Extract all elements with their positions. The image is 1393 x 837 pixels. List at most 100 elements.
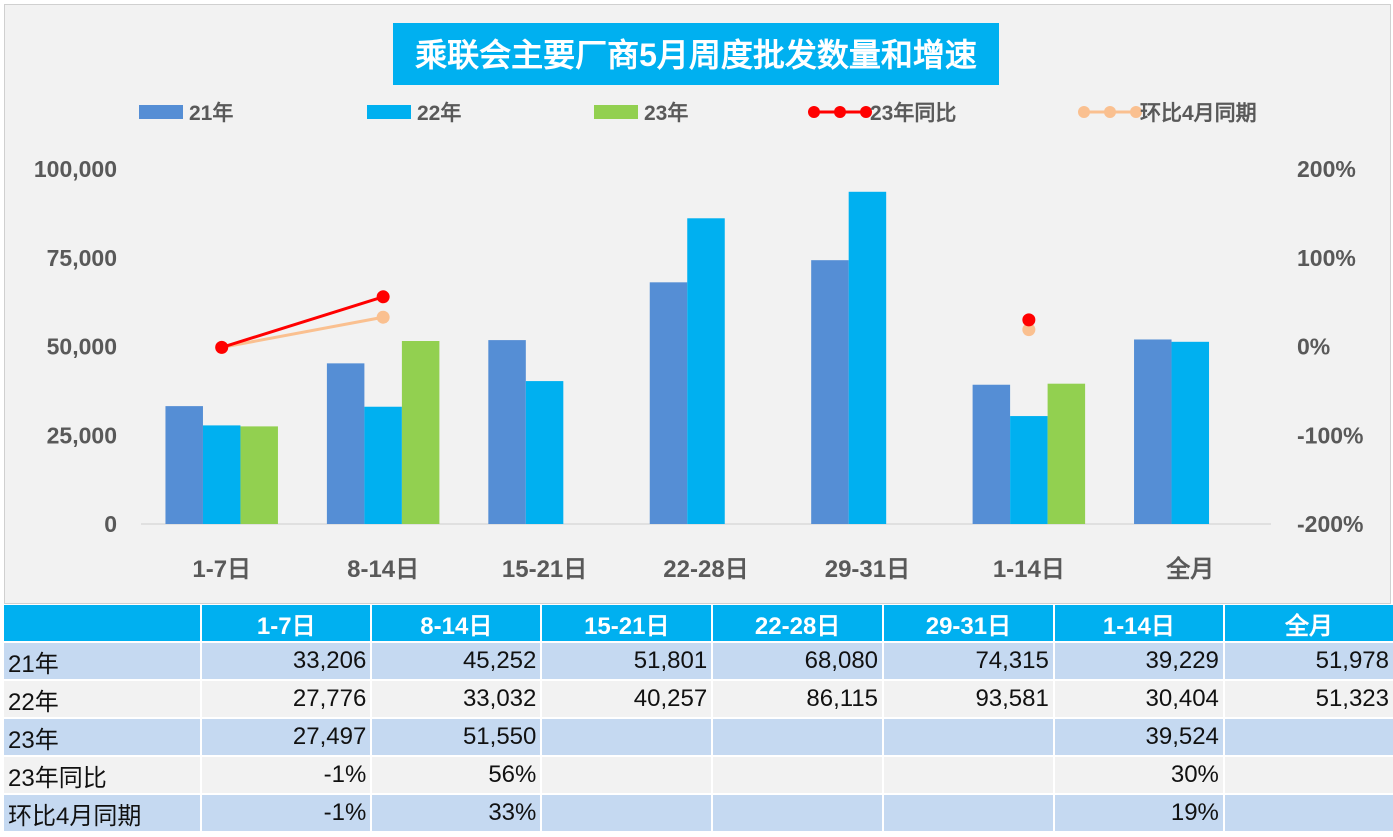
legend-label: 23年: [644, 101, 688, 125]
table-cell: 86,115: [713, 681, 883, 717]
table-cell: [884, 795, 1053, 831]
table-cell: 33,032: [372, 681, 541, 717]
table-cell: 51,978: [1224, 643, 1393, 679]
y-right-tick: -100%: [1297, 422, 1363, 448]
legend-marker: [1078, 106, 1090, 118]
bar-22年-全月: [1171, 341, 1210, 524]
bar-23年-1-14日: [1047, 383, 1086, 524]
table-cell: 40,257: [542, 681, 712, 717]
legend-label: 23年同比: [870, 101, 956, 125]
bar-21年-8-14日: [326, 363, 365, 524]
table-cell: 33,206: [202, 643, 371, 679]
y-left-tick: 100,000: [34, 156, 117, 182]
table-header-cell: 8-14日: [372, 605, 541, 641]
point-23年同比-1-14日: [1022, 313, 1036, 327]
legend-label: 环比4月同期: [1140, 102, 1257, 125]
x-tick: 8-14日: [347, 556, 419, 583]
table-cell: [713, 719, 883, 755]
line-segment-23年同比: [221, 295, 384, 349]
row-label: 环比4月同期: [4, 795, 201, 831]
bar-23年-8-14日: [401, 340, 440, 524]
bar-22年-1-14日: [1010, 416, 1048, 524]
legend-swatch: [367, 105, 411, 119]
table-cell: -1%: [202, 757, 371, 793]
legend-label: 21年: [189, 101, 233, 125]
table-cell: 39,229: [1054, 643, 1223, 679]
chart-title: 乘联会主要厂商5月周度批发数量和增速: [415, 37, 977, 73]
legend-marker: [1104, 106, 1116, 118]
table-cell: [542, 795, 712, 831]
table-cell: 39,524: [1054, 719, 1223, 755]
table-cell: [884, 719, 1053, 755]
chart: 乘联会主要厂商5月周度批发数量和增速 21年 22年 23年 23年同比 环比4月同期 0 2…: [4, 4, 1391, 604]
table-row: 23年 27,497 51,550 39,524: [4, 719, 1393, 755]
x-tick: 1-14日: [993, 556, 1065, 583]
y-right-tick: -200%: [1297, 511, 1363, 537]
table-header-cell: 29-31日: [884, 605, 1053, 641]
table-cell: 51,801: [542, 643, 712, 679]
point-23年同比-8-14日: [376, 290, 390, 304]
table-header-cell: 22-28日: [713, 605, 883, 641]
bar-21年-15-21日: [488, 340, 526, 524]
legend-marker: [1130, 106, 1142, 118]
table-row: 23年同比 -1% 56% 30%: [4, 757, 1393, 793]
bar-21年-1-7日: [165, 406, 203, 524]
y-left-tick: 25,000: [47, 422, 117, 448]
x-tick: 29-31日: [825, 556, 910, 583]
point-23年同比-1-7日: [215, 340, 229, 354]
bar-21年-1-14日: [972, 384, 1011, 524]
table-cell: 27,776: [202, 681, 371, 717]
table-cell: [1224, 757, 1393, 793]
table-cell: 45,252: [372, 643, 541, 679]
bar-21年-29-31日: [811, 260, 849, 524]
row-label: 22年: [4, 681, 201, 717]
table-cell: [1224, 719, 1393, 755]
table-cell: [1224, 795, 1393, 831]
line-segment-环比4月同期: [221, 315, 384, 349]
table-header-cell: 15-21日: [542, 605, 712, 641]
legend-marker: [860, 106, 872, 118]
table-header-cell: 1-14日: [1054, 605, 1223, 641]
bar-22年-8-14日: [364, 406, 402, 524]
legend-swatch: [139, 105, 183, 119]
data-table: 1-7日 8-14日 15-21日 22-28日 29-31日 1-14日 全月 21年 33,…: [2, 603, 1393, 833]
table-row: 22年 27,776 33,032 40,257 86,115 93,581 30,404 5…: [4, 681, 1393, 717]
bar-21年-22-28日: [649, 282, 688, 524]
y-right-tick: 100%: [1297, 245, 1356, 271]
point-环比4月同期-1-14日: [1022, 323, 1036, 337]
y-left-tick: 50,000: [47, 334, 117, 360]
bar-21年-全月: [1134, 339, 1172, 524]
table-row: 环比4月同期 -1% 33% 19%: [4, 795, 1393, 831]
table-header-cell: 1-7日: [202, 605, 371, 641]
legend-marker: [808, 106, 820, 118]
table-cell: [884, 757, 1053, 793]
row-label: 21年: [4, 643, 201, 679]
x-tick: 15-21日: [502, 556, 587, 583]
table-cell: [713, 795, 883, 831]
bar-22年-29-31日: [848, 191, 887, 524]
legend-marker: [834, 106, 846, 118]
table-cell: 27,497: [202, 719, 371, 755]
bar-22年-15-21日: [525, 381, 564, 524]
table-header-row: 1-7日 8-14日 15-21日 22-28日 29-31日 1-14日 全月: [4, 605, 1393, 641]
table-row: 21年 33,206 45,252 51,801 68,080 74,315 39,229 5…: [4, 643, 1393, 679]
table-cell: 33%: [372, 795, 541, 831]
table-cell: 30%: [1054, 757, 1223, 793]
table-cell: -1%: [202, 795, 371, 831]
table-header-cell: [4, 605, 201, 641]
row-label: 23年同比: [4, 757, 201, 793]
table-cell: 19%: [1054, 795, 1223, 831]
row-label: 23年: [4, 719, 201, 755]
x-tick: 1-7日: [192, 556, 251, 583]
table-cell: 51,550: [372, 719, 541, 755]
bar-22年-1-7日: [202, 425, 241, 524]
y-right-tick: 0%: [1297, 334, 1330, 360]
table-header-cell: 全月: [1224, 605, 1393, 641]
bar-23年-1-7日: [240, 426, 278, 524]
table-cell: [542, 757, 712, 793]
y-right-tick: 200%: [1297, 156, 1356, 182]
legend-swatch: [594, 105, 638, 119]
table-cell: 51,323: [1224, 681, 1393, 717]
table-cell: [713, 757, 883, 793]
x-tick: 22-28日: [663, 556, 748, 583]
